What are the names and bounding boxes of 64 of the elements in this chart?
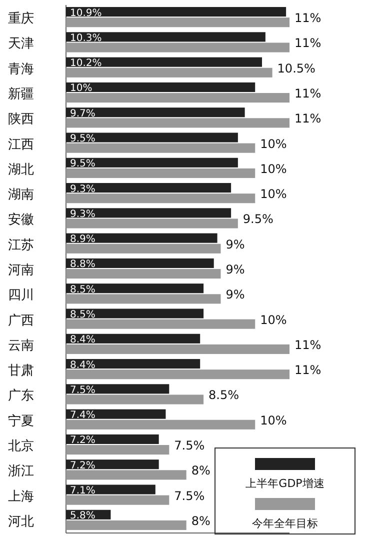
y-tick-label: 江西 — [8, 137, 34, 152]
y-tick-label: 河北 — [8, 514, 34, 530]
data-label: 8.4% — [70, 360, 96, 371]
y-tick-label: 广东 — [8, 388, 34, 404]
data-label: 7.5% — [70, 384, 96, 396]
y-tick-label: 云南 — [8, 338, 34, 354]
data-label: 8% — [191, 514, 210, 528]
y-tick-label: 青海 — [8, 62, 34, 77]
data-label: 10% — [70, 83, 92, 94]
y-tick-label: 北京 — [8, 439, 34, 454]
data-label: 11% — [294, 338, 322, 352]
data-label: 8.9% — [70, 234, 96, 246]
data-label: 8.5% — [70, 310, 96, 321]
data-label: 10% — [260, 136, 287, 151]
y-tick-label: 重庆 — [8, 12, 34, 27]
y-tick-label: 宁夏 — [8, 412, 34, 429]
y-tick-label: 湖北 — [8, 162, 34, 178]
y-tick-label: 湖南 — [8, 188, 34, 203]
data-label: 7.5% — [174, 488, 205, 503]
data-label: 9.5% — [242, 212, 274, 226]
y-tick-label: 新疆 — [8, 87, 34, 102]
data-label: 8.5% — [70, 284, 96, 296]
data-label: 9.7% — [70, 108, 96, 120]
data-label: 8% — [191, 464, 210, 478]
data-label: 8.4% — [70, 334, 96, 346]
y-tick-label: 上海 — [8, 489, 34, 504]
data-label: 9% — [226, 237, 245, 252]
data-label: 9.3% — [70, 184, 96, 195]
y-tick-label: 江苏 — [8, 238, 34, 253]
data-label: 8.5% — [208, 388, 240, 402]
data-label: 10% — [260, 162, 287, 176]
data-label: 5.8% — [70, 510, 96, 522]
data-label: 9.5% — [70, 134, 96, 145]
data-label: 9.3% — [70, 208, 96, 220]
data-label: 9.5% — [70, 158, 96, 170]
y-tick-label: 广西 — [8, 313, 34, 328]
y-tick-label: 河南 — [8, 263, 34, 278]
y-tick-label: 浙江 — [8, 464, 34, 480]
legend: 上半年GDP增速 今年全年目标 — [214, 448, 356, 534]
y-tick-label: 陕西 — [8, 112, 34, 128]
data-label: 7.1% — [70, 486, 96, 497]
data-label: 10% — [260, 312, 287, 327]
data-label: 11% — [294, 112, 322, 126]
data-label: 10.2% — [70, 58, 102, 70]
y-tick-label: 甘肃 — [8, 364, 34, 379]
data-label: 10.5% — [277, 61, 316, 76]
data-label: 11% — [294, 11, 322, 26]
data-label: 10% — [260, 413, 287, 428]
data-label: 11% — [294, 36, 322, 50]
data-label: 11% — [294, 363, 322, 378]
y-tick-label: 天津 — [8, 36, 34, 52]
data-label: 7.2% — [70, 460, 96, 472]
data-label: 7.5% — [174, 438, 205, 452]
data-label: 10.3% — [70, 32, 102, 44]
data-label: 9% — [226, 288, 245, 302]
data-label: 7.2% — [70, 435, 96, 446]
data-label: 10.9% — [70, 8, 102, 19]
y-tick-label: 安徽 — [8, 212, 34, 228]
data-label: 8.8% — [70, 259, 96, 270]
data-label: 10% — [260, 187, 287, 202]
data-label: 11% — [294, 86, 322, 100]
y-tick-label: 四川 — [8, 288, 34, 304]
data-label: 9% — [226, 262, 245, 276]
data-label: 7.4% — [70, 410, 96, 422]
